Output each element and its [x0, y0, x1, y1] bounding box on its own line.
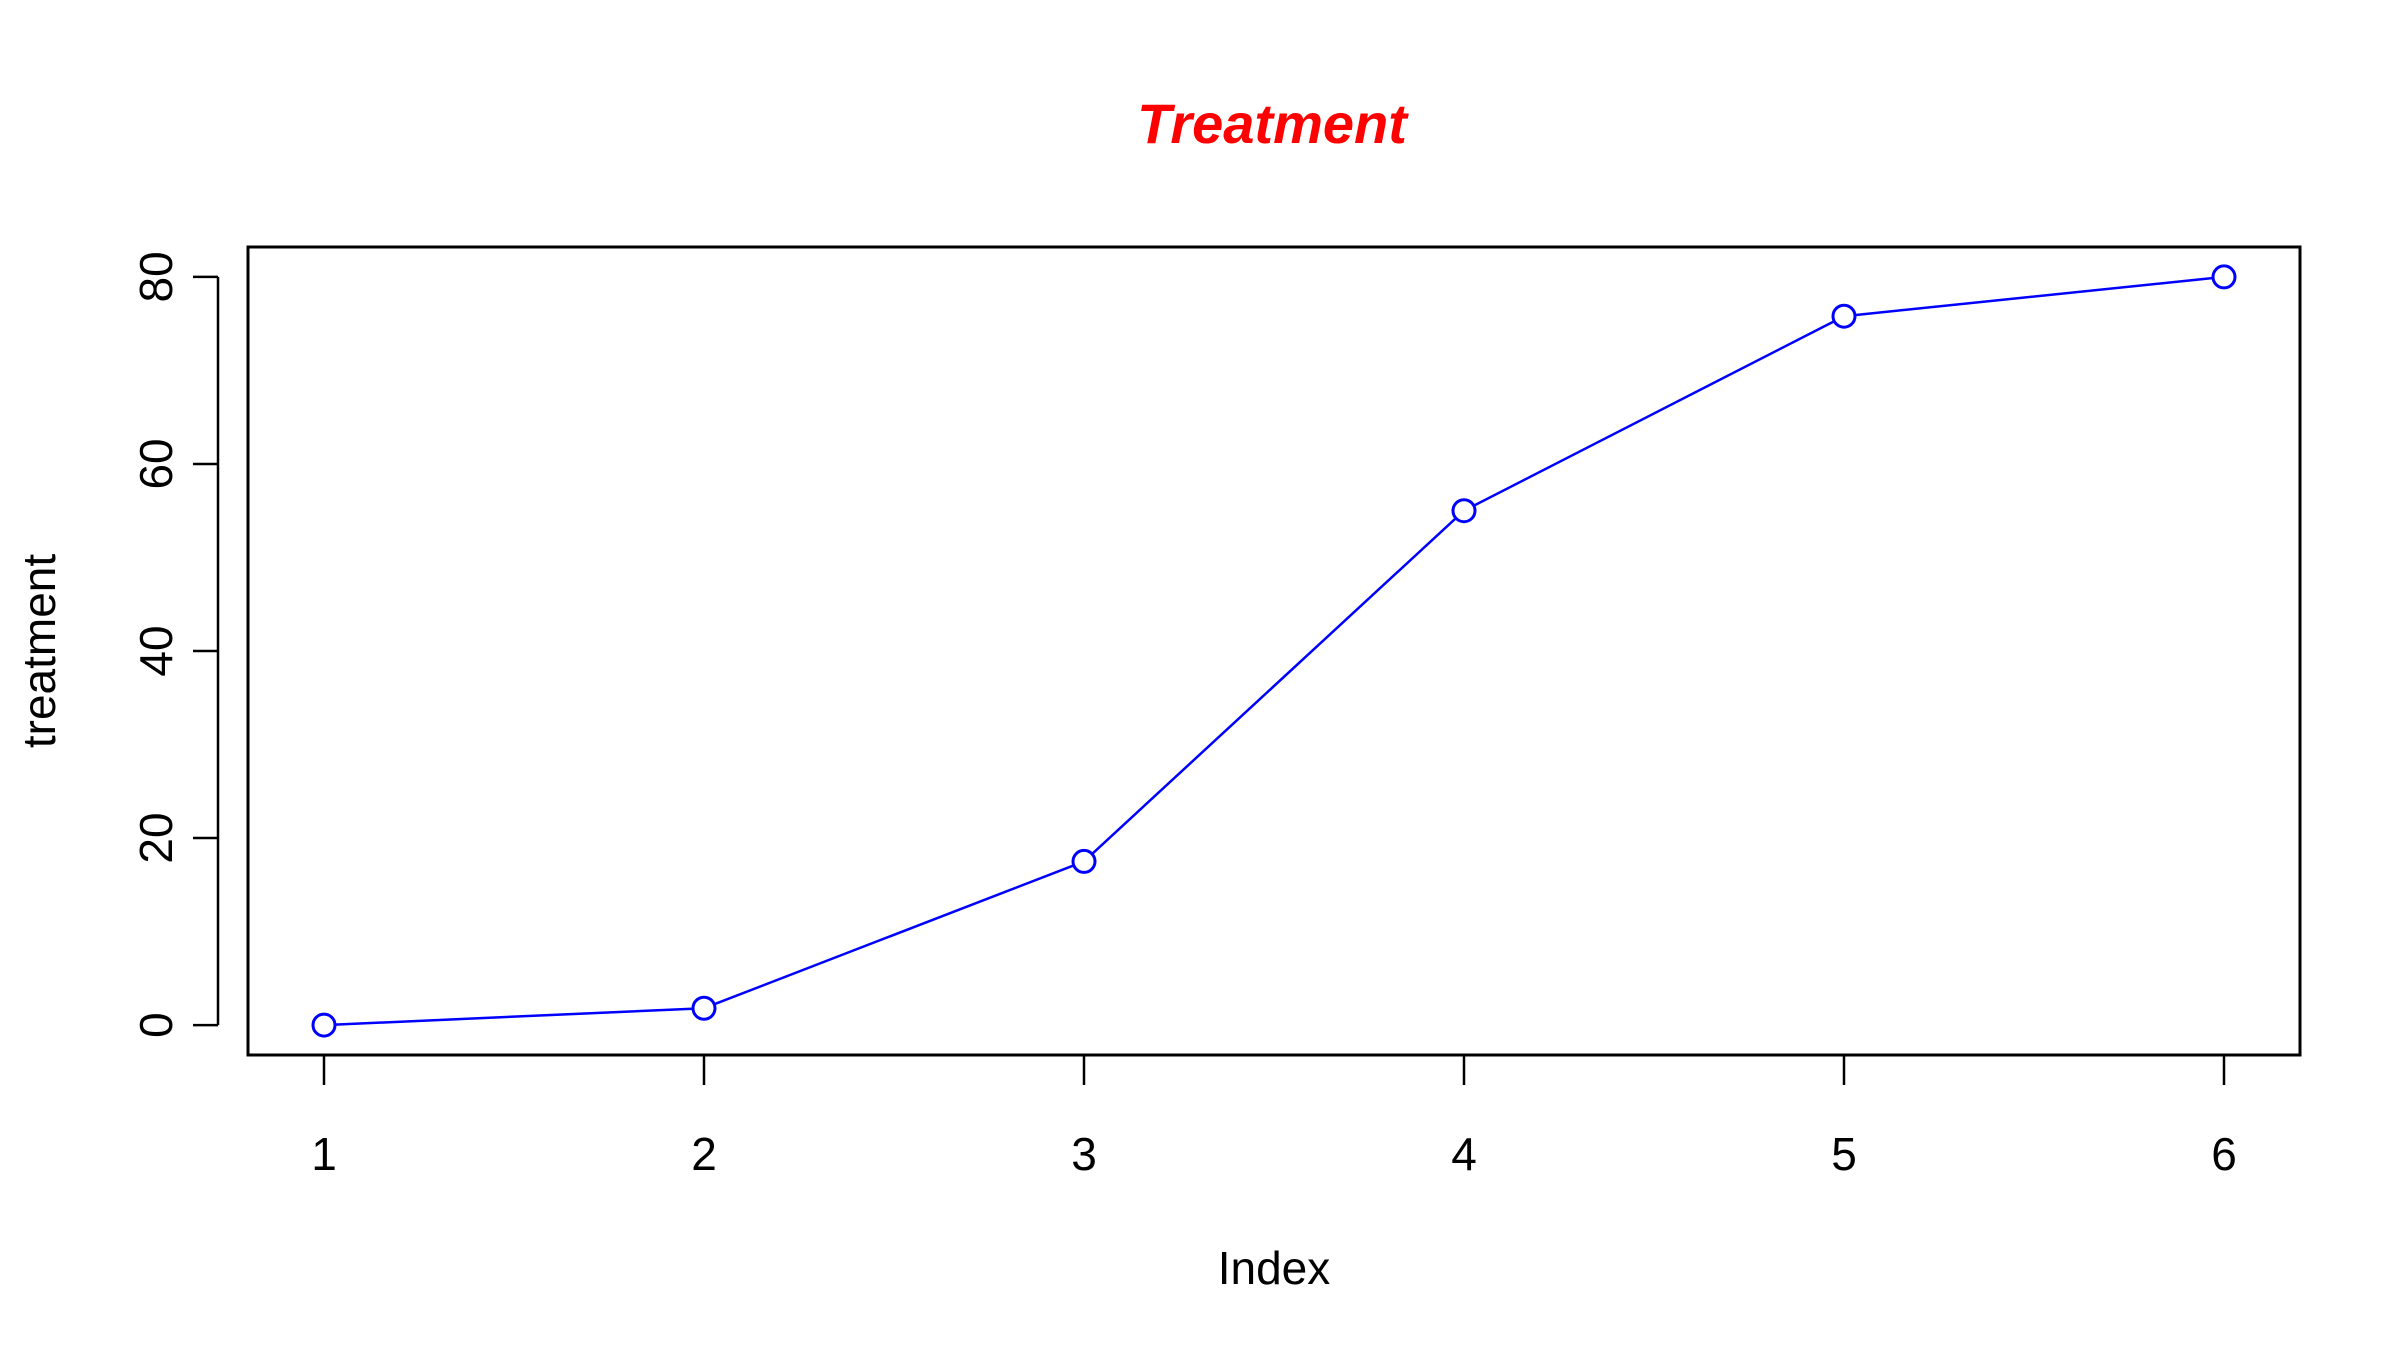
- series-line: [323, 275, 2225, 1027]
- chart-title: Treatment: [1137, 92, 1409, 155]
- x-tick-label: 3: [1071, 1128, 1097, 1180]
- y-axis: 0 20 40 60 80: [130, 251, 220, 1038]
- x-axis: 1 2 3 4 5 6: [311, 1053, 2237, 1180]
- x-tick-label: 5: [1831, 1128, 1857, 1180]
- y-tick-label: 0: [130, 1012, 182, 1038]
- x-tick-label: 6: [2211, 1128, 2237, 1180]
- x-axis-label: Index: [1218, 1242, 1331, 1294]
- x-tick-label: 1: [311, 1128, 337, 1180]
- data-point-marker: [691, 995, 717, 1021]
- y-axis-label: treatment: [13, 554, 65, 749]
- plot-frame: [246, 245, 2302, 1057]
- data-point-marker: [1831, 303, 1857, 329]
- x-tick-label: 2: [691, 1128, 717, 1180]
- data-point-marker: [1071, 848, 1097, 874]
- y-tick-label: 20: [130, 812, 182, 863]
- data-point-marker: [1451, 498, 1477, 524]
- series-layer: [311, 264, 2237, 1038]
- y-tick-label: 40: [130, 625, 182, 676]
- y-tick-label: 60: [130, 438, 182, 489]
- data-point-marker: [311, 1012, 337, 1038]
- y-tick-label: 80: [130, 251, 182, 302]
- x-tick-label: 4: [1451, 1128, 1477, 1180]
- data-point-marker: [2211, 264, 2237, 290]
